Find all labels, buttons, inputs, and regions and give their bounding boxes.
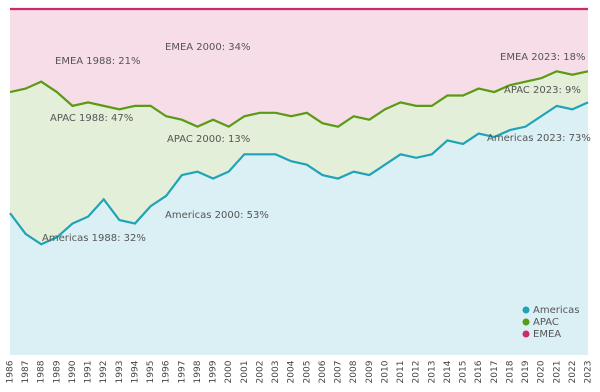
x-tick-label: 1986 — [6, 360, 16, 383]
annotation: EMEA 2023: 18% — [500, 52, 586, 63]
x-tick-label: 2008 — [349, 360, 359, 383]
x-tick-label: 2000 — [224, 360, 234, 383]
x-tick-label: 2010 — [380, 360, 390, 383]
x-tick-label: 1998 — [193, 360, 203, 383]
x-tick-label: 2023 — [584, 361, 594, 384]
x-tick-label: 1994 — [130, 360, 140, 383]
x-tick-label: 2016 — [474, 360, 484, 383]
x-tick-label: 1997 — [177, 361, 187, 384]
x-tick-label: 2017 — [490, 361, 500, 384]
legend-label: Americas — [533, 305, 579, 316]
x-tick-label: 2002 — [255, 361, 265, 384]
annotation: APAC 2000: 13% — [167, 134, 250, 145]
x-tick-label: 1991 — [84, 361, 94, 384]
legend-marker — [522, 318, 530, 326]
x-tick-label: 1993 — [115, 361, 125, 384]
x-tick-label: 2006 — [318, 360, 328, 383]
x-tick-label: 1996 — [162, 360, 172, 383]
x-tick-label: 2003 — [271, 361, 281, 384]
legend-label: EMEA — [533, 329, 561, 340]
series-line — [9, 101, 589, 246]
annotation: Americas 2000: 53% — [165, 210, 269, 221]
x-tick-label: 2009 — [365, 360, 375, 383]
x-tick-label: 1989 — [52, 360, 62, 383]
x-tick-label: 2007 — [334, 361, 344, 384]
series-line — [9, 70, 589, 128]
x-tick-label: 1987 — [21, 361, 31, 384]
area — [10, 71, 588, 245]
annotation: APAC 2023: 9% — [504, 85, 581, 96]
x-tick-label: 2022 — [568, 361, 578, 384]
x-tick-label: 2018 — [505, 360, 515, 383]
annotation: APAC 1988: 47% — [50, 113, 133, 124]
x-tick-label: 2012 — [412, 361, 422, 384]
annotation: EMEA 2000: 34% — [165, 42, 251, 53]
x-tick-label: 1995 — [146, 361, 156, 384]
annotation: Americas 1988: 32% — [42, 233, 146, 244]
legend-marker — [522, 330, 530, 338]
x-tick-label: 1988 — [37, 360, 47, 383]
x-tick-label: 1999 — [209, 360, 219, 383]
legend-marker — [522, 306, 530, 314]
x-tick-label: 2020 — [537, 360, 547, 383]
x-tick-label: 2004 — [287, 360, 297, 383]
x-tick-label: 2005 — [302, 361, 312, 384]
annotation: Americas 2023: 73% — [487, 133, 591, 144]
x-tick-label: 1992 — [99, 361, 109, 384]
x-tick-label: 1990 — [68, 360, 78, 383]
x-tick-label: 2014 — [443, 360, 453, 383]
x-tick-label: 2015 — [459, 361, 469, 384]
x-tick-label: 2011 — [396, 361, 406, 384]
x-tick-label: 2001 — [240, 361, 250, 384]
area — [10, 102, 588, 355]
annotation: EMEA 1988: 21% — [55, 56, 141, 67]
x-tick-label: 2013 — [427, 361, 437, 384]
legend-label: APAC — [533, 317, 559, 328]
x-tick-label: 2021 — [552, 361, 562, 384]
x-tick-label: 2019 — [521, 360, 531, 383]
